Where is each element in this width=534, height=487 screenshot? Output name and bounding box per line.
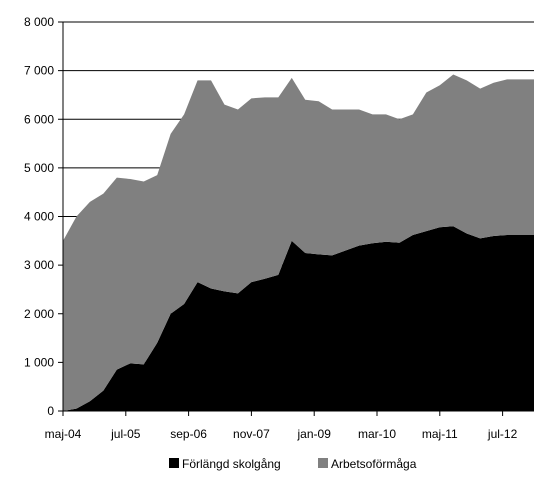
x-tick-label: jan-09 bbox=[297, 427, 332, 441]
area-series-2 bbox=[63, 74, 534, 411]
y-tick-label: 3 000 bbox=[24, 258, 54, 272]
x-tick-label: jul-05 bbox=[110, 427, 141, 441]
y-tick-label: 2 000 bbox=[24, 307, 54, 321]
area-series-1 bbox=[63, 226, 534, 411]
y-tick-label: 1 000 bbox=[24, 355, 54, 369]
legend: Förlängd skolgång Arbetsoförmåga bbox=[169, 457, 417, 471]
y-tick-label: 8 000 bbox=[24, 15, 54, 29]
y-tick-label: 7 000 bbox=[24, 64, 54, 78]
legend-label-1: Förlängd skolgång bbox=[182, 457, 281, 471]
x-tick-label: mar-10 bbox=[358, 427, 396, 441]
x-tick-label: maj-11 bbox=[422, 427, 458, 441]
area-series bbox=[63, 74, 534, 411]
x-tick-label: jul-12 bbox=[487, 427, 518, 441]
y-tick-label: 5 000 bbox=[24, 161, 54, 175]
x-tick-label: nov-07 bbox=[233, 427, 270, 441]
y-tick-label: 0 bbox=[47, 404, 54, 418]
legend-label-2: Arbetsoförmåga bbox=[331, 457, 417, 471]
y-tick-label: 4 000 bbox=[24, 210, 54, 224]
x-tick-label: sep-06 bbox=[170, 427, 207, 441]
legend-swatch-2 bbox=[318, 458, 328, 468]
x-axis-ticks: maj-04 jul-05 sep-06 nov-07 jan-09 mar-10 maj-… bbox=[45, 411, 518, 441]
legend-swatch-1 bbox=[169, 458, 179, 468]
x-tick-label: maj-04 bbox=[45, 427, 82, 441]
y-axis-ticks: 0 1 000 2 000 3 000 4 000 5 000 6 000 7 000 8 00… bbox=[24, 15, 63, 418]
y-tick-label: 6 000 bbox=[24, 112, 54, 126]
